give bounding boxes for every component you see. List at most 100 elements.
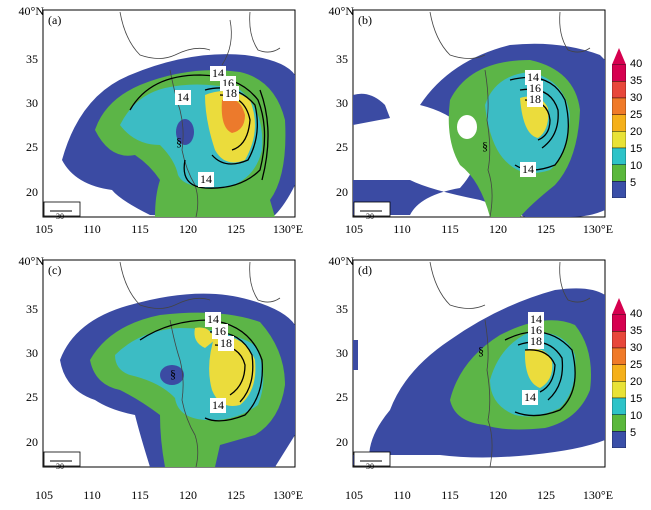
- y-label-a-20: 20: [26, 185, 38, 199]
- panel-a-map: §: [42, 9, 296, 218]
- colorbar-swatch: [611, 181, 627, 199]
- colorbar-swatch: [611, 414, 627, 432]
- x-label-b-110: 110: [393, 222, 411, 236]
- x-label-a-120: 120: [179, 222, 197, 236]
- cbar-bot-20: 20: [630, 376, 643, 388]
- cbar-bot-15: 15: [630, 393, 643, 405]
- panel-label-c: (c): [48, 263, 62, 277]
- y-label-a-30: 30: [26, 96, 38, 110]
- x-label-a-110: 110: [83, 222, 101, 236]
- y-label-b-40: 40°N: [328, 4, 354, 18]
- panel-label-a: (a): [48, 13, 62, 27]
- colorbar-swatch: [611, 81, 627, 99]
- cbar-top-5: 5: [630, 177, 637, 189]
- y-label-b-20: 20: [336, 185, 348, 199]
- y-label-c-30: 30: [26, 346, 38, 360]
- y-label-a-35: 35: [26, 52, 38, 66]
- y-label-b-35: 35: [336, 52, 348, 66]
- panel-d: § (d) 14 16 18 14 30: [310, 250, 651, 510]
- colorbar-swatch: [611, 164, 627, 182]
- x-label-c-115: 115: [131, 488, 149, 502]
- cbar-bot-40: 40: [630, 308, 643, 320]
- contour-label-b-4: 14: [520, 162, 536, 177]
- colorbar-swatch: [611, 381, 627, 399]
- x-label-d-105: 105: [345, 488, 363, 502]
- x-label-c-125: 125: [227, 488, 245, 502]
- ref-vector-label-b: 30: [366, 212, 374, 221]
- x-label-a-105: 105: [35, 222, 53, 236]
- contour-label-a-3: 18: [223, 86, 239, 101]
- contour-label-c-4: 14: [210, 398, 226, 413]
- ref-vector-box-d: [353, 451, 391, 467]
- panel-c-map: §: [42, 259, 296, 468]
- panel-label-b: (b): [358, 13, 372, 27]
- colorbar-bottom-svg: [611, 298, 627, 449]
- x-label-b-130: 130°E: [582, 222, 614, 236]
- ref-vector-label-c: 30: [56, 462, 64, 471]
- y-label-d-35: 35: [336, 302, 348, 316]
- colorbar-top-arrow: [612, 48, 626, 65]
- colorbar-swatch: [611, 397, 627, 415]
- cbar-top-40: 40: [630, 58, 643, 70]
- y-label-b-25: 25: [336, 140, 348, 154]
- x-label-d-110: 110: [393, 488, 411, 502]
- panel-label-d: (d): [358, 263, 372, 277]
- colorbar-swatch: [611, 147, 627, 165]
- cbar-bot-25: 25: [630, 359, 643, 371]
- x-label-d-130: 130°E: [582, 488, 614, 502]
- ref-vector-label-a: 30: [56, 212, 64, 221]
- contour-label-a-4: 14: [175, 90, 191, 105]
- typhoon-symbol-a: §: [176, 135, 182, 149]
- ref-vector-box-c: [43, 451, 81, 467]
- colorbar-swatch: [611, 64, 627, 82]
- y-label-d-25: 25: [336, 390, 348, 404]
- y-label-c-40: 40°N: [18, 254, 44, 268]
- ref-vector-box-b: [353, 201, 391, 217]
- panel-b-map: §: [352, 9, 606, 218]
- colorbar-bottom: [611, 298, 627, 449]
- colorbar-swatch: [611, 364, 627, 382]
- cbar-top-35: 35: [630, 75, 643, 87]
- colorbar-swatch: [611, 431, 627, 449]
- cbar-bot-30: 30: [630, 342, 643, 354]
- x-label-b-115: 115: [441, 222, 459, 236]
- contour-label-c-2: 16: [212, 324, 228, 339]
- typhoon-symbol-b: §: [482, 139, 488, 153]
- x-label-c-120: 120: [179, 488, 197, 502]
- x-label-d-115: 115: [441, 488, 459, 502]
- colorbar-swatch: [611, 331, 627, 349]
- ref-vector-box-a: [43, 201, 81, 217]
- colorbar-swatch: [611, 347, 627, 365]
- typhoon-symbol-c: §: [170, 367, 176, 381]
- colorbar-top-arrow: [612, 298, 626, 315]
- x-label-b-105: 105: [345, 222, 363, 236]
- colorbar-swatch: [611, 314, 627, 332]
- cbar-top-20: 20: [630, 126, 643, 138]
- panel-a: § (a) 14 16 18 14 14 30: [0, 0, 325, 255]
- x-label-c-110: 110: [83, 488, 101, 502]
- contour-label-c-1: 14: [205, 312, 221, 327]
- cbar-top-15: 15: [630, 143, 643, 155]
- y-label-c-20: 20: [26, 435, 38, 449]
- x-label-a-130: 130°E: [272, 222, 304, 236]
- x-label-d-125: 125: [537, 488, 555, 502]
- cbar-top-30: 30: [630, 92, 643, 104]
- x-label-a-115: 115: [131, 222, 149, 236]
- panel-d-map: §: [352, 259, 606, 468]
- y-label-c-35: 35: [26, 302, 38, 316]
- contour-label-b-3: 18: [527, 92, 543, 107]
- contour-label-d-3: 18: [528, 334, 544, 349]
- cbar-bot-5: 5: [630, 427, 637, 439]
- colorbar-top-svg: [611, 48, 627, 199]
- y-label-d-30: 30: [336, 346, 348, 360]
- x-label-a-125: 125: [227, 222, 245, 236]
- contour-label-d-4: 14: [522, 390, 538, 405]
- x-label-d-120: 120: [489, 488, 507, 502]
- y-label-d-20: 20: [336, 435, 348, 449]
- cbar-top-25: 25: [630, 109, 643, 121]
- ref-vector-label-d: 30: [366, 462, 374, 471]
- x-label-c-105: 105: [35, 488, 53, 502]
- colorbar-top: [611, 48, 627, 199]
- y-label-a-25: 25: [26, 140, 38, 154]
- colorbar-swatch: [611, 97, 627, 115]
